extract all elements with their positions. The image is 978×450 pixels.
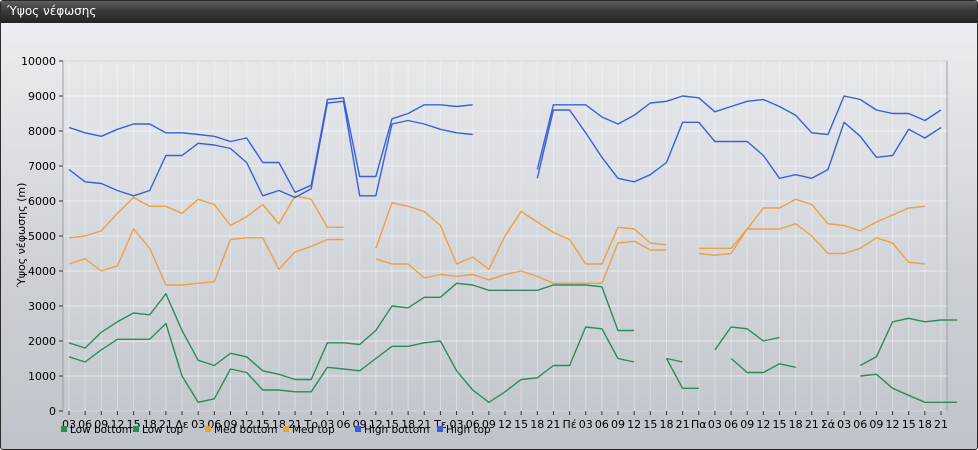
- x-tick-label: 06: [337, 418, 351, 431]
- x-tick-label: 15: [643, 418, 657, 431]
- x-tick-label: 09: [94, 418, 108, 431]
- x-tick-label: 15: [256, 418, 270, 431]
- legend-item-label: Med bottom: [214, 424, 278, 436]
- y-tick-label: 8000: [28, 125, 56, 138]
- y-tick-label: 7000: [28, 160, 56, 173]
- x-tick-label: 06: [595, 418, 609, 431]
- x-tick-label: 12: [886, 418, 900, 431]
- y-tick-label: 3000: [28, 300, 56, 313]
- series-line-med-bottom: [68, 223, 925, 286]
- x-tick-label: 12: [240, 418, 254, 431]
- cloud-height-chart: 0 1000 2000 3000 4000 5000 6000 7000 8000 9000 100…: [15, 55, 958, 436]
- y-axis: 0 1000 2000 3000 4000 5000 6000 7000 8000 9000 100…: [21, 55, 63, 418]
- x-tick-label: 06: [724, 418, 738, 431]
- series-line-low-bottom: [68, 322, 958, 403]
- y-axis-label: Ύψος νέφωσης (m): [15, 183, 28, 289]
- x-tick-label: Δε: [175, 418, 189, 431]
- y-tick-label: 4000: [28, 265, 56, 278]
- x-tick-label: 18: [272, 418, 286, 431]
- y-tick-label: 9000: [28, 90, 56, 103]
- x-tick-label: 09: [482, 418, 496, 431]
- x-tick-label: Τε: [433, 418, 447, 431]
- legend: Low bottom Low top Med bottom Med top High b…: [61, 424, 491, 436]
- x-tick-label: 21: [417, 418, 431, 431]
- x-tick-label: 15: [773, 418, 787, 431]
- x-tick-label: 15: [514, 418, 528, 431]
- x-tick-label: Τρ: [303, 418, 318, 431]
- series-line-high-bottom: [68, 100, 942, 199]
- x-tick-label: 18: [401, 418, 415, 431]
- x-tick-label: 09: [223, 418, 237, 431]
- x-tick-label: 03: [708, 418, 722, 431]
- y-tick-label: 0: [49, 405, 56, 418]
- x-tick-label: 06: [78, 418, 92, 431]
- x-tick-label: 09: [611, 418, 625, 431]
- x-tick-label: 15: [902, 418, 916, 431]
- x-tick-label: 03: [837, 418, 851, 431]
- series-lines: [68, 95, 958, 403]
- legend-swatch: [283, 426, 289, 432]
- x-tick-label: 06: [466, 418, 480, 431]
- series-line-high-top: [68, 95, 942, 193]
- x-tick-label: 03: [450, 418, 464, 431]
- y-tick-label: 5000: [28, 230, 56, 243]
- x-tick-label: 21: [159, 418, 173, 431]
- legend-item-label: Low top: [142, 424, 184, 436]
- x-tick-label: 09: [740, 418, 754, 431]
- x-tick-label: 03: [320, 418, 334, 431]
- x-tick-label: 12: [756, 418, 770, 431]
- x-tick-label: 18: [918, 418, 932, 431]
- x-tick-label: 21: [546, 418, 560, 431]
- legend-item-label: Low bottom: [70, 424, 132, 436]
- y-tick-label: 6000: [28, 195, 56, 208]
- series-line-low-top: [68, 282, 958, 381]
- x-axis: 03 06 09 12 15 18 21 Δε 03 06 09 12 15 18 21 Τρ 03 06 09 12…: [62, 411, 948, 431]
- x-tick-label: 03: [191, 418, 205, 431]
- window-title: Ύψος νέφωσης: [7, 4, 97, 18]
- x-tick-label: 09: [869, 418, 883, 431]
- x-tick-label: Πέ: [562, 418, 576, 431]
- y-tick-label: 2000: [28, 335, 56, 348]
- x-tick-label: Πα: [691, 418, 707, 431]
- x-tick-label: 18: [789, 418, 803, 431]
- x-tick-label: 18: [659, 418, 673, 431]
- x-tick-label: 12: [369, 418, 383, 431]
- x-tick-label: 12: [110, 418, 124, 431]
- title-bar: Ύψος νέφωσης: [1, 1, 977, 23]
- legend-item-label: High top: [446, 424, 491, 436]
- x-tick-label: 21: [676, 418, 690, 431]
- x-tick-label: 21: [805, 418, 819, 431]
- legend-swatch: [61, 426, 67, 432]
- x-tick-label: Σά: [821, 418, 835, 431]
- y-tick-label: 1000: [28, 370, 56, 383]
- legend-item-label: High bottom: [364, 424, 429, 436]
- legend-swatch: [133, 426, 139, 432]
- legend-swatch: [437, 426, 443, 432]
- legend-item-label: Med top: [292, 424, 335, 436]
- x-tick-label: 21: [288, 418, 302, 431]
- x-tick-label: 12: [498, 418, 512, 431]
- y-tick-label: 10000: [21, 55, 56, 68]
- legend-swatch: [205, 426, 211, 432]
- x-tick-label: 03: [579, 418, 593, 431]
- legend-swatch: [355, 426, 361, 432]
- x-tick-label: 06: [853, 418, 867, 431]
- x-tick-label: 12: [627, 418, 641, 431]
- x-tick-label: 18: [530, 418, 544, 431]
- x-tick-label: 21: [934, 418, 948, 431]
- x-tick-label: 18: [143, 418, 157, 431]
- x-tick-label: 15: [385, 418, 399, 431]
